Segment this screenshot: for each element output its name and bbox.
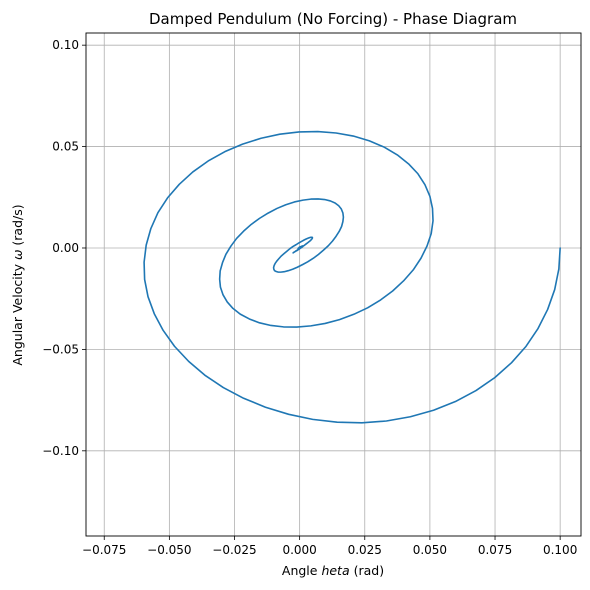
y-axis-title: Angular Velocity ω (rad/s) [10, 204, 25, 365]
x-tick-label: −0.050 [147, 543, 191, 557]
x-axis-title-prefix: Angle [282, 563, 322, 578]
axes-frame [85, 32, 582, 537]
x-axis-ticks: −0.075 −0.050 −0.025 0.000 0.025 0.050 0.075 0.… [82, 536, 577, 557]
x-axis-title-symbol: heta [321, 563, 349, 578]
phase-trajectory-line [143, 130, 561, 424]
x-tick-label: 0.075 [478, 543, 512, 557]
x-tick-label: 0.025 [348, 543, 382, 557]
y-tick-label: 0.00 [52, 241, 79, 255]
series-layer [143, 130, 561, 424]
y-tick-label: −0.10 [42, 444, 79, 458]
y-tick-label: 0.10 [52, 38, 79, 52]
y-tick-label: −0.05 [42, 342, 79, 356]
y-axis-ticks: −0.10 −0.05 0.00 0.05 0.10 [42, 38, 86, 458]
x-axis-title-suffix: (rad) [350, 563, 384, 578]
x-tick-label: −0.025 [212, 543, 256, 557]
y-axis-title-suffix: (rad/s) [10, 204, 25, 249]
y-axis-title-prefix: Angular Velocity [10, 260, 25, 366]
x-tick-label: 0.050 [413, 543, 447, 557]
y-axis-title-symbol: ω [10, 250, 25, 260]
x-tick-label: −0.075 [82, 543, 126, 557]
x-tick-label: 0.000 [282, 543, 316, 557]
x-tick-label: 0.100 [543, 543, 577, 557]
y-tick-label: 0.05 [52, 140, 79, 154]
chart-title: Damped Pendulum (No Forcing) - Phase Dia… [149, 10, 517, 28]
x-axis-title: Angle heta (rad) [282, 563, 384, 578]
grid [86, 33, 581, 536]
